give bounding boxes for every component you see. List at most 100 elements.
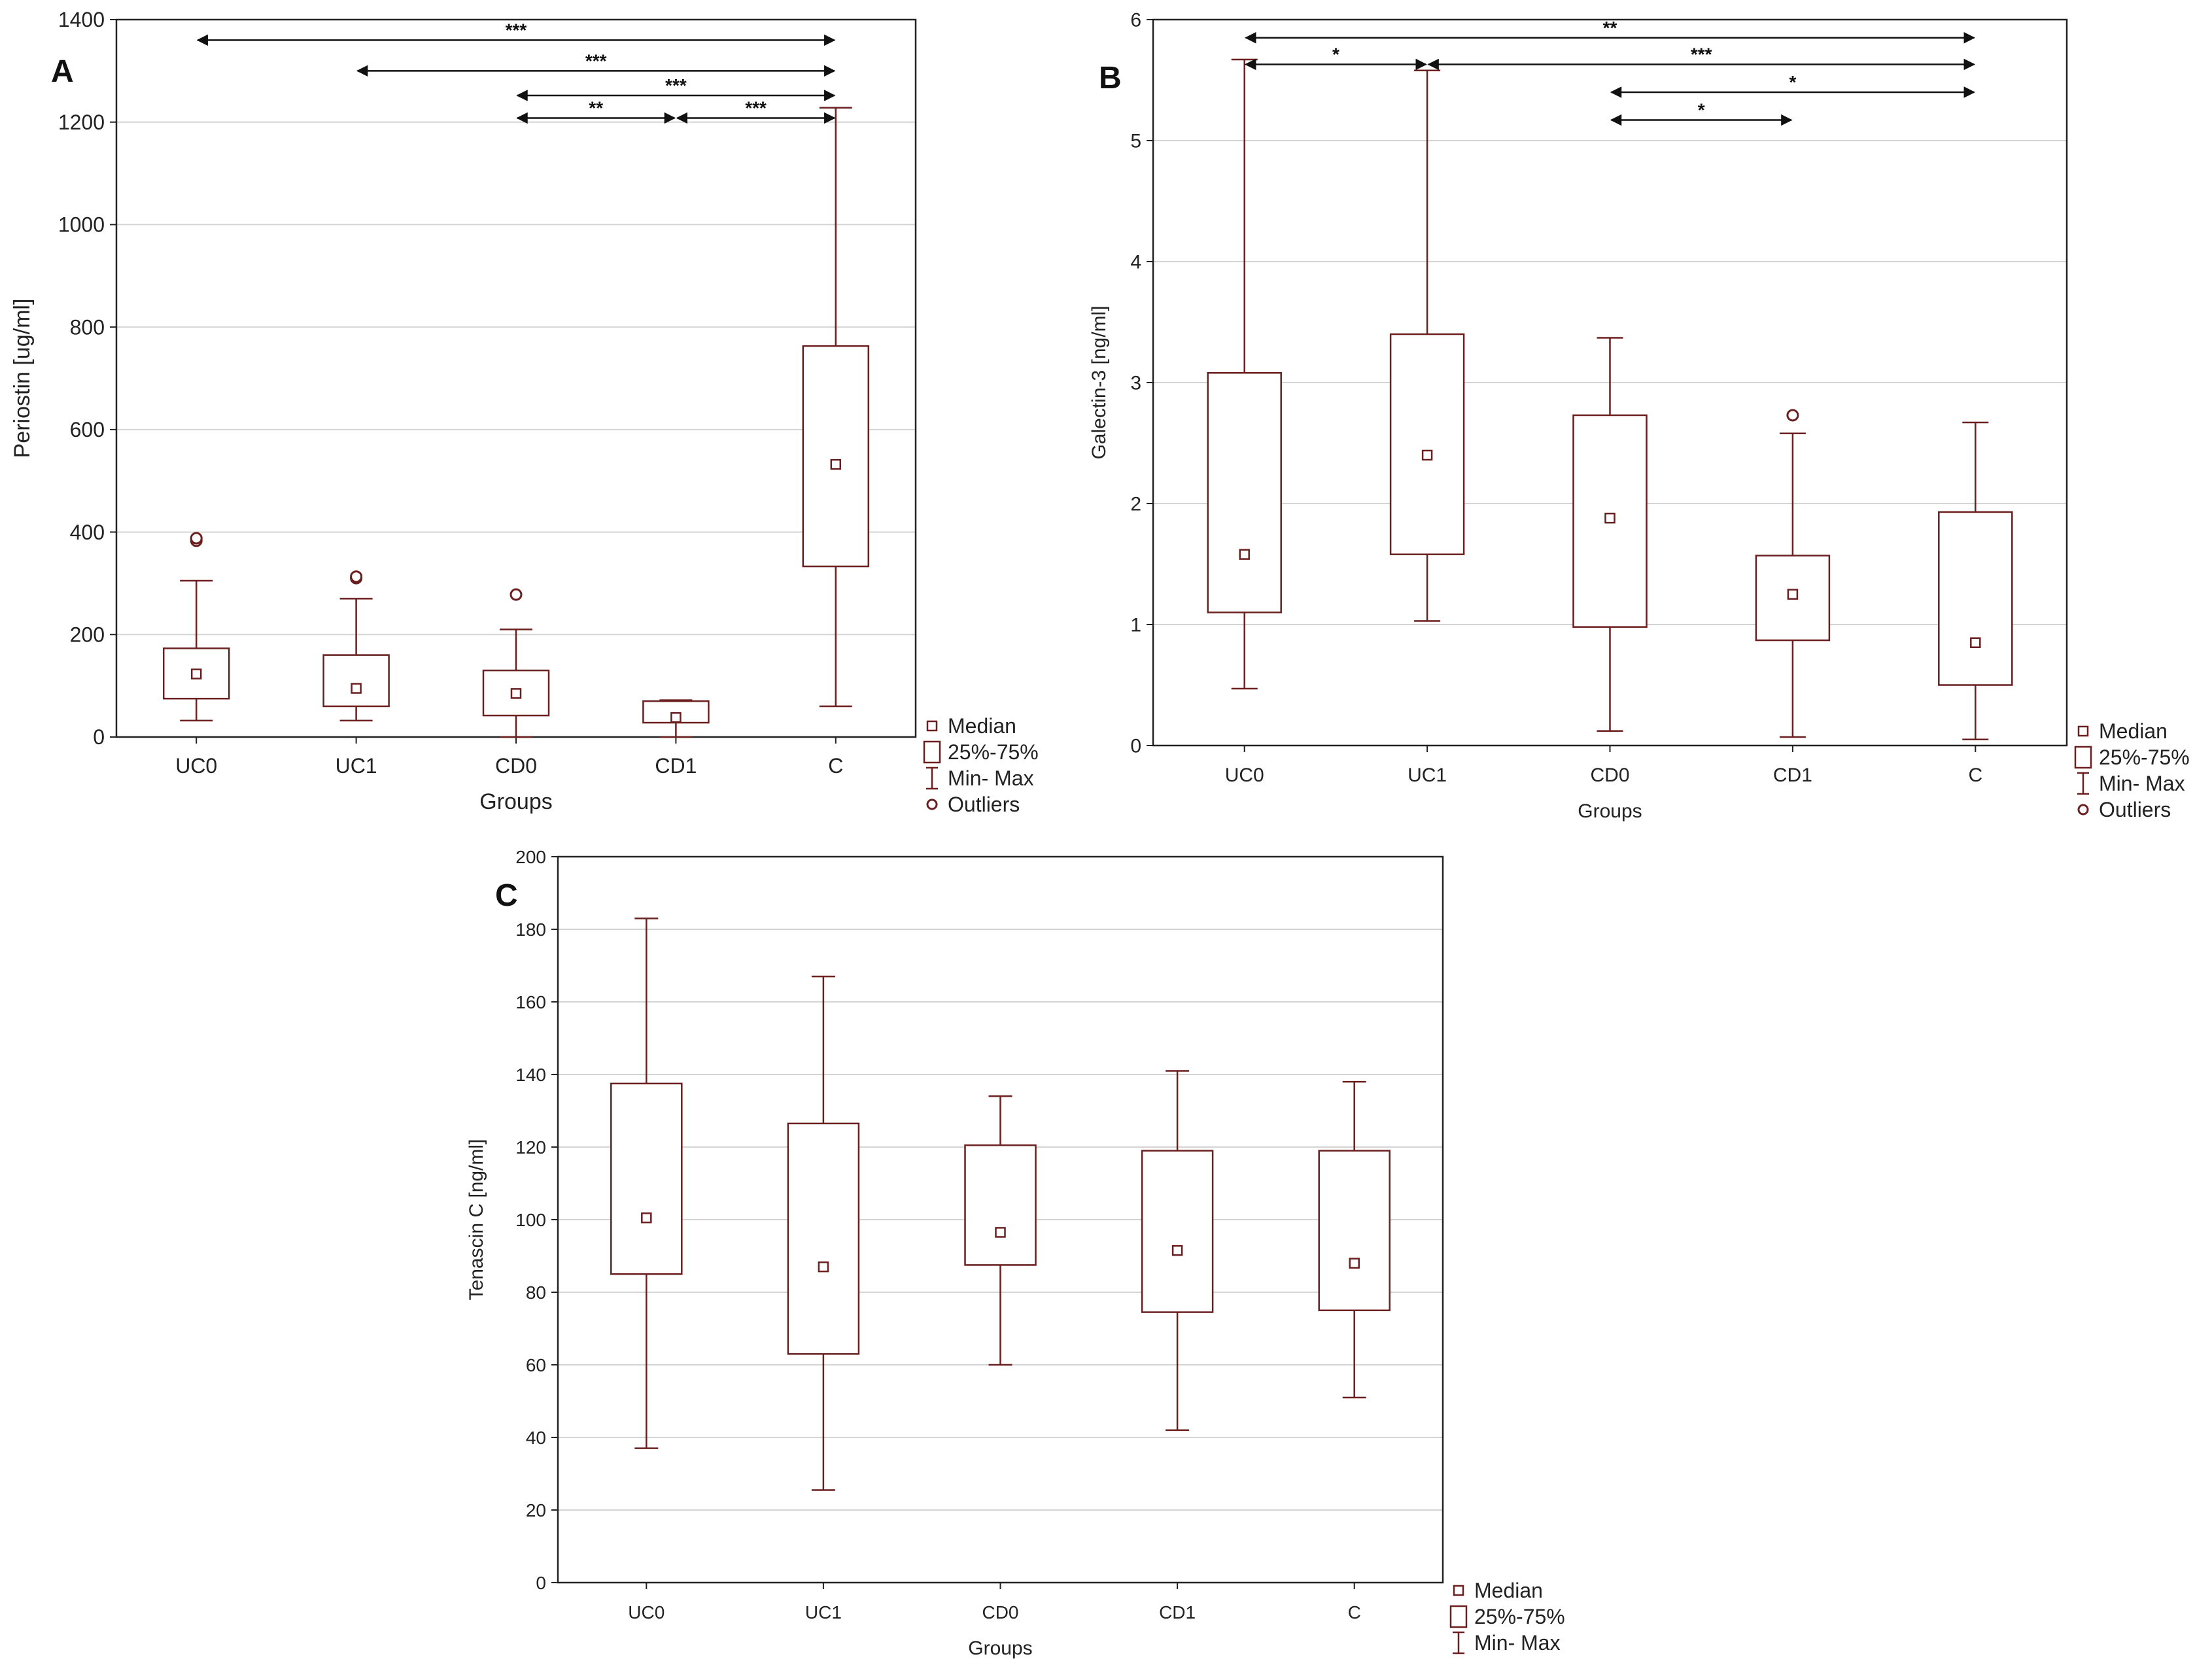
legend-label-median: Median	[948, 714, 1016, 738]
legend-label-iqr: 25%-75%	[2099, 746, 2190, 769]
legend-range-symbol	[1453, 1631, 1464, 1655]
legend-label-range: Min- Max	[2099, 772, 2185, 795]
panel-b-ytick-label: 3	[1130, 373, 1141, 394]
legend-iqr-symbol	[923, 740, 941, 764]
panel-c-xtick-label-cd1: CD1	[1159, 1602, 1196, 1622]
legend-label-outliers: Outliers	[948, 793, 1020, 816]
panel-c-xaxis-title: Groups	[968, 1638, 1032, 1659]
panel-c-legend: Median 25%-75% Min- Max	[1449, 1579, 1565, 1655]
panel-b-box-uc1	[1389, 69, 1465, 622]
panel-c-xtick-label-cd0: CD0	[982, 1602, 1018, 1622]
panel-b-ytick-label: 6	[1130, 10, 1141, 31]
legend-label-outliers: Outliers	[2099, 798, 2171, 821]
panel-a-ytick-label: 1200	[58, 111, 105, 134]
iqr-box	[787, 1122, 860, 1355]
panel-a-significance-label: **	[589, 97, 603, 118]
panel-b-xtick-label-cd0: CD0	[1590, 764, 1629, 786]
panel-a-box-cd1	[642, 699, 710, 738]
panel-a-xaxis-title: Groups	[479, 789, 553, 814]
legend-range-symbol	[2077, 772, 2089, 795]
legend-median-symbol	[1453, 1585, 1464, 1596]
iqr-box	[610, 1082, 683, 1275]
median-marker	[1604, 512, 1616, 524]
panel-b-significance-label: **	[1603, 18, 1617, 38]
outlier-point	[350, 570, 363, 583]
panel-c-box-c	[1318, 1080, 1391, 1399]
panel-a-xtick-label-c: C	[828, 754, 843, 778]
panel-b-ytick-label: 1	[1130, 615, 1141, 636]
panel-a-xtick-label-uc0: UC0	[175, 754, 217, 778]
panel-c-yaxis-title: Tenascin C [ng/ml]	[466, 1139, 487, 1301]
panel-a-significance-label: ***	[665, 75, 687, 95]
median-marker	[818, 1261, 829, 1273]
median-marker	[1239, 549, 1250, 560]
panel-c-ytick-label: 0	[536, 1573, 546, 1593]
panel-a-ytick-label: 600	[70, 418, 105, 441]
panel-b-xtick-label-c: C	[1968, 764, 1982, 786]
legend-median-symbol	[2077, 725, 2089, 737]
median-marker	[830, 458, 842, 470]
median-marker	[1171, 1244, 1183, 1256]
panel-b-ytick-label: 5	[1130, 131, 1141, 152]
panel-b-letter: B	[1099, 61, 1122, 95]
median-marker	[1787, 589, 1799, 600]
median-marker	[641, 1212, 652, 1224]
legend-label-range: Min- Max	[948, 766, 1034, 790]
panel-c-ytick-label: 60	[526, 1355, 546, 1375]
panel-a-ytick-label: 0	[93, 725, 105, 749]
panel-a-ytick-label: 1000	[58, 213, 105, 237]
panel-c-xtick-label-uc1: UC1	[805, 1602, 842, 1622]
panel-a-periostin: A 0 200 400 600 800 1000 1200 1400 UC0 UC1 CD0 CD1 C…	[10, 8, 1039, 816]
panel-b-significance-label: *	[1332, 44, 1339, 64]
panel-a-box-uc1	[322, 570, 390, 722]
panel-a-letter: A	[51, 54, 74, 89]
panel-b-box-uc0	[1207, 58, 1282, 690]
panel-a-significance-label: ***	[745, 97, 767, 118]
legend-outlier-symbol	[926, 798, 938, 810]
panel-a-box-c	[802, 107, 870, 708]
median-marker	[670, 712, 682, 723]
panel-a-ytick-label: 800	[70, 315, 105, 339]
panel-b-box-c	[1938, 421, 2013, 740]
panel-a-significance-label: ***	[506, 20, 527, 40]
panel-c-xtick-label-uc0: UC0	[628, 1602, 665, 1622]
panel-c-box-uc0	[610, 918, 683, 1449]
panel-a-xtick-label-cd0: CD0	[495, 754, 537, 778]
legend-range-symbol	[926, 766, 938, 790]
iqr-box	[1318, 1150, 1391, 1312]
panel-b-ytick-label: 0	[1130, 736, 1141, 757]
panel-a-box-cd0	[482, 588, 550, 738]
iqr-box	[1141, 1150, 1214, 1313]
panel-c-ytick-label: 160	[515, 992, 546, 1012]
legend-median-symbol	[926, 720, 938, 732]
panel-c-ytick-label: 20	[526, 1500, 546, 1520]
panel-a-xtick-label-cd1: CD1	[655, 754, 697, 778]
panel-a-ytick-label: 1400	[58, 8, 105, 31]
panel-c-ytick-label: 100	[515, 1210, 546, 1230]
panel-c-ytick-label: 180	[515, 919, 546, 940]
panel-b-significance-label: *	[1698, 100, 1705, 120]
panel-c-letter: C	[495, 878, 518, 913]
panel-c-box-cd0	[964, 1095, 1037, 1366]
panel-c-ytick-label: 140	[515, 1065, 546, 1085]
panel-b-yaxis-title: Galectin-3 [ng/ml]	[1088, 305, 1110, 459]
median-marker	[351, 683, 362, 694]
iqr-box	[964, 1144, 1037, 1266]
panel-c-ytick-label: 80	[526, 1282, 546, 1303]
iqr-box	[1207, 371, 1282, 613]
median-marker	[1970, 637, 1981, 648]
panel-b-xtick-label-uc1: UC1	[1408, 764, 1447, 786]
iqr-box	[322, 654, 390, 708]
panel-c-ytick-label: 40	[526, 1428, 546, 1448]
panel-b-xaxis-title: Groups	[1578, 800, 1642, 822]
panel-b-xtick-label-uc0: UC0	[1225, 764, 1264, 786]
legend-label-iqr: 25%-75%	[1474, 1605, 1565, 1628]
iqr-box	[482, 669, 550, 717]
outlier-point	[1786, 409, 1799, 422]
panel-b-ytick-label: 4	[1130, 252, 1141, 273]
panel-c-ytick-label: 120	[515, 1137, 546, 1158]
iqr-box	[802, 345, 870, 568]
median-marker	[1421, 449, 1433, 461]
median-marker	[510, 688, 522, 699]
